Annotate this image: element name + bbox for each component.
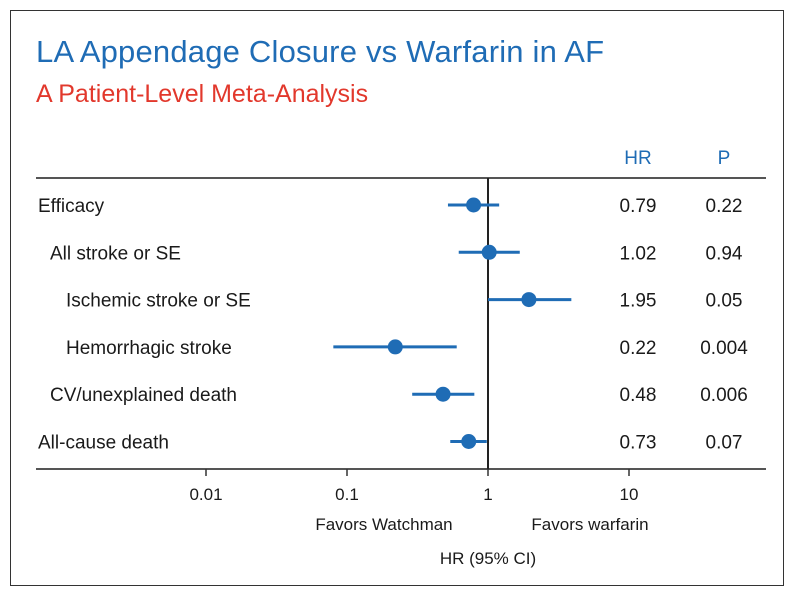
favors-right-label: Favors warfarin: [531, 515, 648, 534]
hr-point: [387, 339, 403, 355]
hr-point: [435, 386, 451, 402]
hr-point: [466, 197, 482, 213]
chart-frame: [10, 10, 784, 586]
x-tick-label: 0.01: [189, 485, 222, 504]
p-value: 0.94: [706, 243, 743, 264]
x-tick-label: 0.1: [335, 485, 359, 504]
p-value: 0.05: [706, 291, 743, 312]
chart-subtitle: A Patient-Level Meta-Analysis: [36, 80, 369, 108]
hr-value: 1.02: [620, 243, 657, 264]
row-label: Efficacy: [38, 196, 105, 217]
hr-point: [481, 244, 497, 260]
chart-title: LA Appendage Closure vs Warfarin in AF: [36, 34, 605, 69]
hr-point: [521, 292, 537, 308]
x-axis-label: HR (95% CI): [440, 549, 536, 568]
hr-point: [461, 434, 477, 449]
row-label: All stroke or SE: [50, 243, 181, 264]
hr-value: 0.73: [620, 433, 657, 454]
hr-value: 0.22: [620, 338, 657, 359]
hr-value: 0.79: [620, 196, 657, 217]
hr-value: 1.95: [620, 291, 657, 312]
hr-value: 0.48: [620, 385, 657, 406]
favors-left-label: Favors Watchman: [315, 515, 452, 534]
p-value: 0.004: [700, 338, 748, 359]
x-tick-label: 1: [483, 485, 492, 504]
p-column-header: P: [718, 148, 731, 169]
p-value: 0.07: [706, 433, 743, 454]
row-label: All-cause death: [38, 433, 169, 454]
p-value: 0.006: [700, 385, 748, 406]
row-label: CV/unexplained death: [50, 385, 237, 406]
row-label: Ischemic stroke or SE: [66, 291, 251, 312]
hr-column-header: HR: [624, 148, 651, 169]
x-tick-label: 10: [620, 485, 639, 504]
p-value: 0.22: [706, 196, 743, 217]
row-label: Hemorrhagic stroke: [66, 338, 232, 359]
